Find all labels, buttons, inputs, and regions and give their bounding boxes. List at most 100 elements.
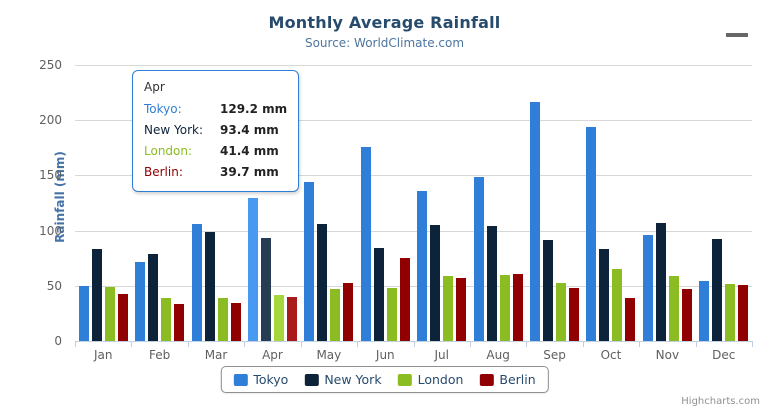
bar-berlin-jan[interactable] [117,294,128,341]
bar-berlin-mar[interactable] [230,303,241,341]
x-axis-label-jun: Jun [375,348,395,362]
x-axis-tick [300,342,302,347]
bar-berlin-sep[interactable] [569,288,580,341]
x-axis-label-feb: Feb [148,348,171,362]
bar-tokyo-dec[interactable] [699,281,710,341]
x-axis-label-aug: Aug [486,348,510,362]
x-axis-line [75,341,753,342]
tooltip-series-value: 39.7 mm [220,165,279,179]
bar-berlin-oct[interactable] [625,298,636,341]
bar-berlin-jul[interactable] [456,278,467,341]
legend-item-berlin[interactable]: Berlin [479,372,536,387]
bar-london-aug[interactable] [499,275,510,341]
y-axis-label-250: 250 [39,58,62,72]
bar-london-nov[interactable] [668,276,679,341]
legend-item-london[interactable]: London [397,372,464,387]
x-axis-label-nov: Nov [655,348,680,362]
tooltip-series-value: 41.4 mm [220,144,279,158]
legend-swatch-icon [304,373,319,386]
bar-london-mar[interactable] [217,298,228,341]
bar-tokyo-aug[interactable] [473,177,484,341]
bar-tokyo-sep[interactable] [530,102,541,341]
x-axis-label-apr: Apr [262,348,283,362]
bar-new-york-sep[interactable] [543,240,554,341]
bar-berlin-may[interactable] [343,283,354,341]
bar-london-apr[interactable] [273,295,284,341]
tooltip-row-london: London: 41.4 mm [144,141,287,162]
bar-new-york-nov[interactable] [655,223,666,341]
x-axis-label-mar: Mar [204,348,228,362]
tooltip-series-label: London: [144,144,193,158]
x-axis-tick [413,342,415,347]
x-axis-tick [695,342,697,347]
x-axis-tick [752,342,753,347]
x-axis-tick [469,342,471,347]
x-axis-label-sep: Sep [543,348,566,362]
y-axis-label-100: 100 [39,223,62,238]
bar-new-york-jan[interactable] [91,249,102,341]
x-axis-label-oct: Oct [600,348,622,362]
bar-berlin-apr[interactable] [286,297,297,341]
bar-tokyo-nov[interactable] [642,235,653,341]
legend-swatch-icon [397,373,412,386]
bar-tokyo-jan[interactable] [78,286,89,341]
bar-tokyo-feb[interactable] [135,262,146,341]
bar-new-york-oct[interactable] [599,249,610,341]
bar-london-may[interactable] [330,289,341,341]
bar-berlin-dec[interactable] [738,285,749,341]
bar-new-york-may[interactable] [317,224,328,341]
bar-berlin-nov[interactable] [681,289,692,341]
legend-item-new-york[interactable]: New York [304,372,382,387]
bar-new-york-jul[interactable] [430,225,441,341]
bar-new-york-aug[interactable] [486,226,497,341]
y-axis-title: Rainfall (mm) [53,151,67,243]
chart-title: Monthly Average Rainfall [268,13,501,32]
bar-new-york-mar[interactable] [204,232,215,341]
tooltip-series-label: Berlin: [144,165,183,179]
bar-tokyo-oct[interactable] [586,127,597,341]
bar-new-york-apr[interactable] [260,238,271,341]
chart-subtitle: Source: WorldClimate.com [304,36,465,50]
export-menu-button[interactable] [726,20,752,40]
plot-area [75,65,752,341]
bar-london-jul[interactable] [443,276,454,341]
y-axis-label-150: 150 [39,168,62,183]
bar-london-feb[interactable] [161,298,172,341]
y-axis-label-200: 200 [39,113,62,128]
bar-tokyo-jul[interactable] [417,191,428,341]
x-axis-tick [131,342,133,347]
legend-label: Tokyo [253,372,289,387]
credits-link[interactable]: Highcharts.com [681,396,760,407]
bar-london-dec[interactable] [725,284,736,341]
bar-berlin-feb[interactable] [174,304,185,341]
bar-new-york-feb[interactable] [148,254,159,341]
tooltip-row-tokyo: Tokyo: 129.2 mm [144,99,287,120]
bar-london-oct[interactable] [612,269,623,341]
bar-tokyo-apr[interactable] [247,198,258,341]
legend-label: New York [324,372,382,387]
bar-london-jun[interactable] [386,288,397,341]
bar-new-york-jun[interactable] [373,248,384,341]
x-axis-label-jul: Jul [434,348,449,362]
bar-tokyo-mar[interactable] [191,224,202,341]
bar-new-york-dec[interactable] [712,239,723,341]
bar-tokyo-may[interactable] [304,182,315,341]
x-axis-label-dec: Dec [712,348,736,362]
x-axis-tick [357,342,359,347]
bar-berlin-aug[interactable] [512,274,523,341]
legend-swatch-icon [233,373,248,386]
legend-swatch-icon [479,373,494,386]
bar-tokyo-jun[interactable] [360,147,371,341]
legend-label: London [417,372,464,387]
bar-berlin-jun[interactable] [399,258,410,341]
bar-london-sep[interactable] [556,283,567,341]
x-axis-tick [526,342,528,347]
tooltip-series-value: 129.2 mm [220,102,288,116]
y-axis-label-50: 50 [46,278,62,293]
x-axis-label-jan: Jan [93,348,113,362]
legend: Tokyo New York London Berlin [220,366,549,393]
gridline-200 [75,120,752,122]
gridline-250 [75,65,752,66]
legend-item-tokyo[interactable]: Tokyo [233,372,288,387]
bar-london-jan[interactable] [104,287,115,341]
